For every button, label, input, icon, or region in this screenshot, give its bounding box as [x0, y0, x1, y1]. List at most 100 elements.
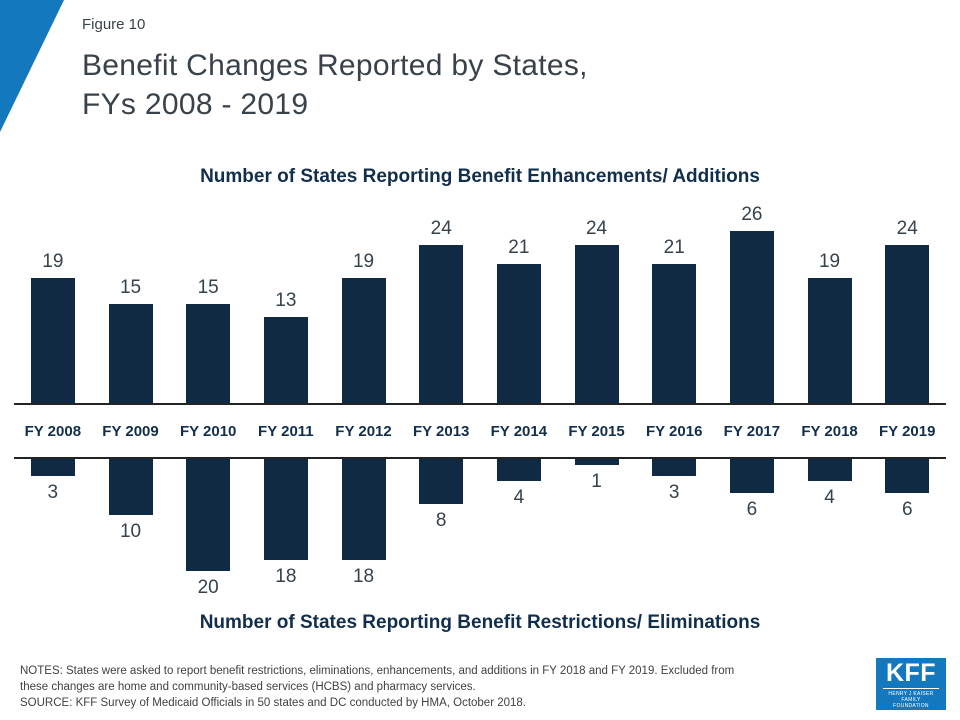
notes-line-2: these changes are home and community-bas… [20, 681, 476, 693]
bottom-bar-column: 6 [713, 459, 791, 521]
bottom-bar [652, 459, 697, 476]
top-bar-value-label: 19 [352, 250, 375, 272]
bottom-bar-value-label: 6 [901, 498, 913, 520]
top-bar [186, 304, 231, 403]
top-bar [574, 244, 619, 403]
bottom-bar-value-label: 3 [47, 481, 59, 503]
x-axis-label: FY 2016 [645, 422, 703, 440]
bottom-bar [885, 459, 930, 493]
top-bar-column: 15 [169, 277, 247, 403]
top-bar-column: 15 [92, 277, 170, 403]
bottom-bar-value-label: 4 [824, 487, 835, 509]
page-title-line2: FYs 2008 - 2019 [82, 88, 309, 121]
bottom-bar-value-label: 6 [746, 498, 758, 520]
bottom-bar-column: 6 [868, 459, 946, 521]
bottom-bar-value-label: 3 [668, 481, 680, 503]
page-title-line1: Benefit Changes Reported by States, [82, 49, 588, 82]
bottom-bar-column: 4 [480, 459, 558, 509]
kff-logo: KFF HENRY J KAISER FAMILY FOUNDATION [876, 658, 946, 710]
bottom-chart: 3 10 20 18 18 8 4 1 3 6 4 6 [14, 457, 946, 609]
x-axis-label: FY 2009 [102, 422, 159, 440]
notes-line-3: SOURCE: KFF Survey of Medicaid Officials… [20, 697, 527, 709]
bottom-bar-column: 20 [169, 459, 247, 599]
bottom-bar-column: 3 [635, 459, 713, 504]
top-bar [729, 231, 774, 403]
x-axis-label: FY 2011 [258, 422, 314, 440]
bottom-bar-value-label: 10 [119, 521, 142, 542]
figure-label: Figure 10 [82, 16, 146, 33]
top-bar-value-label: 15 [197, 277, 219, 298]
bottom-bar-column: 8 [402, 459, 480, 532]
bottom-bar [108, 459, 153, 515]
bottom-bar-value-label: 8 [435, 509, 447, 531]
bottom-bar [496, 459, 541, 482]
top-bar-value-label: 24 [585, 217, 608, 239]
x-axis-label: FY 2015 [568, 422, 625, 440]
top-bar-column: 24 [868, 218, 946, 403]
notes-source-text: NOTES: States were asked to report benef… [20, 663, 865, 711]
top-bar-value-label: 19 [42, 250, 64, 272]
top-bar-value-label: 21 [508, 237, 530, 259]
bottom-bar [263, 459, 308, 560]
top-bar-column: 26 [713, 204, 791, 403]
bottom-bar-column: 10 [92, 459, 170, 543]
bottom-bar-value-label: 18 [275, 565, 297, 587]
top-bar [496, 264, 541, 403]
x-axis-label: FY 2010 [179, 422, 237, 440]
bottom-bar [419, 459, 464, 504]
corner-triangle-decoration [0, 0, 64, 132]
bottom-bar-value-label: 20 [197, 577, 219, 598]
kff-logo-subtext: HENRY J KAISER FAMILY FOUNDATION [883, 688, 939, 709]
top-bar [263, 317, 308, 403]
top-bar-column: 24 [558, 218, 636, 403]
top-bar [807, 277, 852, 403]
bottom-bar [729, 459, 774, 493]
page-title: Benefit Changes Reported by States, FYs … [82, 46, 588, 124]
bottom-bar-column: 3 [14, 459, 92, 504]
bottom-bar-value-label: 18 [352, 565, 375, 587]
x-axis-label: FY 2017 [723, 422, 781, 440]
notes-line-1: NOTES: States were asked to report benef… [20, 665, 735, 677]
x-axis-label: FY 2018 [801, 422, 858, 440]
x-axis-label: FY 2014 [490, 422, 548, 440]
top-bar-column: 19 [14, 251, 92, 403]
top-bar-column: 21 [635, 237, 713, 403]
top-chart-subtitle: Number of States Reporting Benefit Enhan… [200, 166, 760, 187]
top-bar-column: 24 [402, 218, 480, 403]
top-bar [341, 277, 386, 403]
top-bar-value-label: 26 [741, 204, 763, 226]
bottom-bar [807, 459, 852, 482]
bottom-bar-value-label: 1 [591, 470, 602, 492]
kff-logo-text: KFF [885, 659, 937, 687]
x-axis-label: FY 2012 [335, 422, 392, 440]
kff-logo-subtext-line2: FAMILY FOUNDATION [893, 697, 929, 709]
top-bar-column: 21 [480, 237, 558, 403]
bottom-bar-column: 4 [791, 459, 869, 509]
top-chart: 19 15 15 13 19 24 21 24 21 26 19 24 [14, 200, 946, 405]
top-bar-value-label: 24 [430, 217, 452, 239]
top-bar-value-label: 24 [896, 217, 918, 239]
top-bar [108, 304, 153, 403]
bottom-bar [574, 459, 619, 465]
x-axis-label: FY 2008 [24, 422, 82, 440]
top-bar [419, 244, 464, 403]
top-bar-column: 13 [247, 290, 325, 403]
top-bar-value-label: 21 [663, 237, 685, 259]
top-bar-value-label: 13 [275, 290, 297, 312]
top-bar [652, 264, 697, 403]
top-bar-value-label: 19 [818, 250, 841, 272]
top-bar [30, 277, 75, 403]
bottom-bar-column: 1 [558, 459, 636, 493]
bottom-bar-column: 18 [325, 459, 403, 588]
bottom-bar-value-label: 4 [513, 487, 525, 509]
top-bar-column: 19 [325, 251, 403, 403]
top-bar [885, 244, 930, 403]
bottom-chart-subtitle: Number of States Reporting Benefit Restr… [199, 612, 761, 633]
x-axis-label: FY 2013 [412, 422, 470, 440]
top-bar-column: 19 [791, 251, 869, 403]
bottom-bar-column: 18 [247, 459, 325, 588]
bottom-bar [186, 459, 231, 571]
kff-logo-subtext-line1: HENRY J KAISER [888, 691, 934, 697]
bottom-bar [341, 459, 386, 560]
